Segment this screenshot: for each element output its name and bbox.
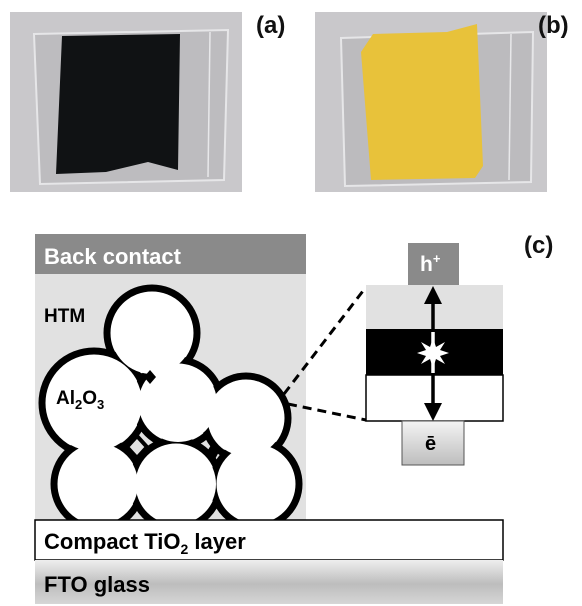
al2o3-label: Al2O3 xyxy=(56,388,104,412)
electron-label: ē xyxy=(425,433,436,455)
panel-label-a: (a) xyxy=(256,12,286,39)
hole-box xyxy=(408,243,459,285)
al2o3-particle-fills xyxy=(46,292,295,524)
panel-label-c: (c) xyxy=(524,232,554,259)
htm-label: HTM xyxy=(44,306,85,327)
hole-label: h+ xyxy=(420,251,441,276)
arrow-up-head xyxy=(424,286,442,304)
yellow-film xyxy=(361,24,483,180)
arrow-down-head xyxy=(424,403,442,421)
dark-film xyxy=(56,34,180,174)
back-contact-bar xyxy=(35,234,306,274)
fto-glass-layer xyxy=(35,560,503,604)
interstitial-voids xyxy=(124,370,220,461)
zoom-lines xyxy=(282,286,368,422)
compact-tio2-label: Compact TiO2 layer xyxy=(44,529,246,557)
back-contact-label: Back contact xyxy=(44,244,182,269)
electron-box xyxy=(401,420,465,466)
fto-glass-label: FTO glass xyxy=(44,572,150,597)
compact-tio2-layer xyxy=(34,519,504,561)
panel-label-b: (b) xyxy=(538,12,569,39)
photo-yellow-film-sample xyxy=(315,12,547,192)
photon-burst-icon xyxy=(417,338,449,368)
photo-dark-film-sample xyxy=(10,12,242,192)
